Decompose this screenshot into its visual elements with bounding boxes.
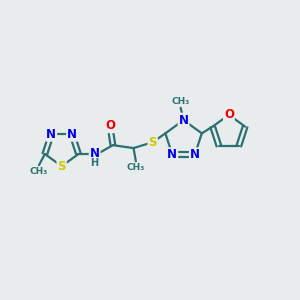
Text: S: S	[148, 136, 157, 149]
Text: S: S	[57, 160, 66, 173]
Text: CH₃: CH₃	[127, 163, 145, 172]
Text: N: N	[90, 148, 100, 160]
Text: CH₃: CH₃	[172, 97, 190, 106]
Text: H: H	[91, 158, 99, 168]
Text: O: O	[224, 108, 234, 121]
Text: N: N	[46, 128, 56, 141]
Text: N: N	[190, 148, 200, 161]
Text: N: N	[67, 128, 77, 141]
Text: CH₃: CH₃	[30, 167, 48, 176]
Text: O: O	[106, 119, 116, 132]
Text: N: N	[178, 114, 189, 127]
Text: N: N	[167, 148, 177, 161]
